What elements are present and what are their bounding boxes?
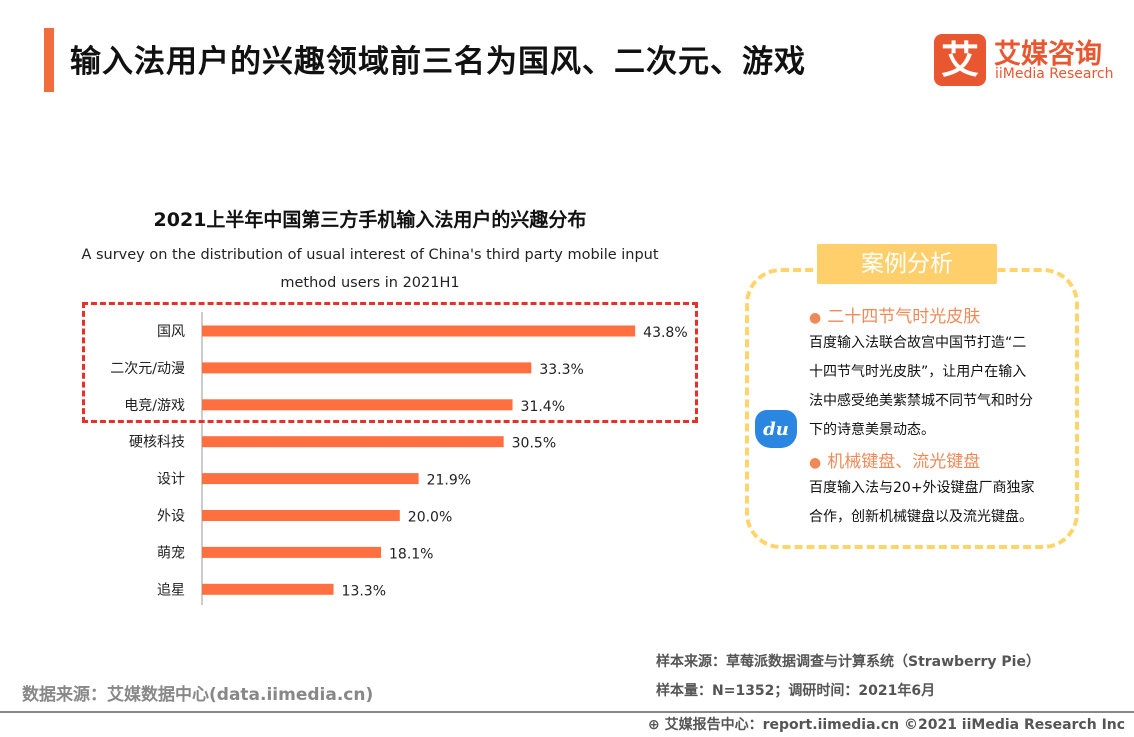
bar	[202, 583, 334, 595]
category-label: 硬核科技	[129, 435, 185, 451]
data-label: 33.3%	[539, 362, 583, 378]
bar	[202, 362, 532, 374]
bar	[202, 546, 382, 558]
case-text: 下的诗意美景动态。	[809, 422, 935, 438]
data-label: 31.4%	[521, 399, 565, 415]
category-label: 萌宠	[157, 545, 185, 561]
category-label: 电竞/游戏	[124, 397, 185, 414]
bar	[202, 399, 513, 411]
sample-source: 样本来源：草莓派数据调查与计算系统（Strawberry Pie）	[656, 654, 1040, 670]
report-footer: ⊕ 艾媒报告中心：report.iimedia.cn ©2021 iiMedia…	[648, 717, 1126, 733]
data-label: 43.8%	[643, 325, 687, 341]
data-label: 13.3%	[342, 583, 386, 599]
bar	[202, 436, 504, 448]
category-label: 二次元/动漫	[110, 361, 185, 377]
logo-cn: 艾媒咨询	[994, 39, 1102, 70]
case-text: 合作，创新机械键盘以及流光键盘。	[809, 509, 1033, 525]
case-text: 百度输入法与20+外设键盘厂商独家	[809, 480, 1035, 496]
chart-title: 2021上半年中国第三方手机输入法用户的兴趣分布	[153, 209, 587, 231]
case-text: 百度输入法联合故宫中国节打造“二	[809, 335, 1027, 351]
bar	[202, 510, 400, 521]
bar	[202, 473, 419, 485]
title-accent-bar	[44, 28, 54, 92]
category-label: 设计	[157, 472, 185, 488]
top-three-highlight	[82, 302, 698, 423]
case-item-title: 机械键盘、流光键盘	[809, 447, 1079, 472]
bar-chart: 国风 43.8% 二次元/动漫 33.3% 电竞/游戏 31.4% 硬核科技 30.5% 设计 2…	[110, 312, 688, 605]
page-title: 输入法用户的兴趣领域前三名为国风、二次元、游戏	[70, 44, 806, 80]
logo-mark: 艾	[934, 34, 986, 86]
case-tag: 案例分析	[817, 244, 997, 284]
chart-subtitle: A survey on the distribution of usual in…	[81, 247, 659, 291]
data-label: 21.9%	[427, 473, 471, 489]
logo-en: iiMedia Research	[995, 66, 1114, 82]
report-text: 艾媒报告中心：report.iimedia.cn ©2021 iiMedia R…	[664, 717, 1126, 733]
category-label: 外设	[157, 509, 185, 525]
bar	[202, 325, 636, 337]
case-text: 法中感受绝美紫禁城不同节气和时分	[809, 393, 1033, 409]
sample-size: 样本量：N=1352；调研时间：2021年6月	[656, 683, 936, 699]
category-label: 追星	[157, 582, 185, 598]
data-label: 18.1%	[389, 546, 433, 562]
case-text: 十四节气时光皮肤”，让用户在输入	[809, 364, 1027, 380]
data-label: 30.5%	[512, 436, 556, 452]
footer-divider	[0, 711, 1134, 713]
data-label: 20.0%	[408, 510, 452, 526]
baidu-input-icon: du	[755, 410, 797, 448]
data-source: 数据来源：艾媒数据中心(data.iimedia.cn)	[22, 685, 374, 705]
category-label: 国风	[157, 324, 185, 340]
case-item-title: 二十四节气时光皮肤	[809, 302, 1079, 327]
case-panel: 二十四节气时光皮肤 百度输入法联合故宫中国节打造“二 十四节气时光皮肤”，让用户…	[745, 268, 1079, 549]
